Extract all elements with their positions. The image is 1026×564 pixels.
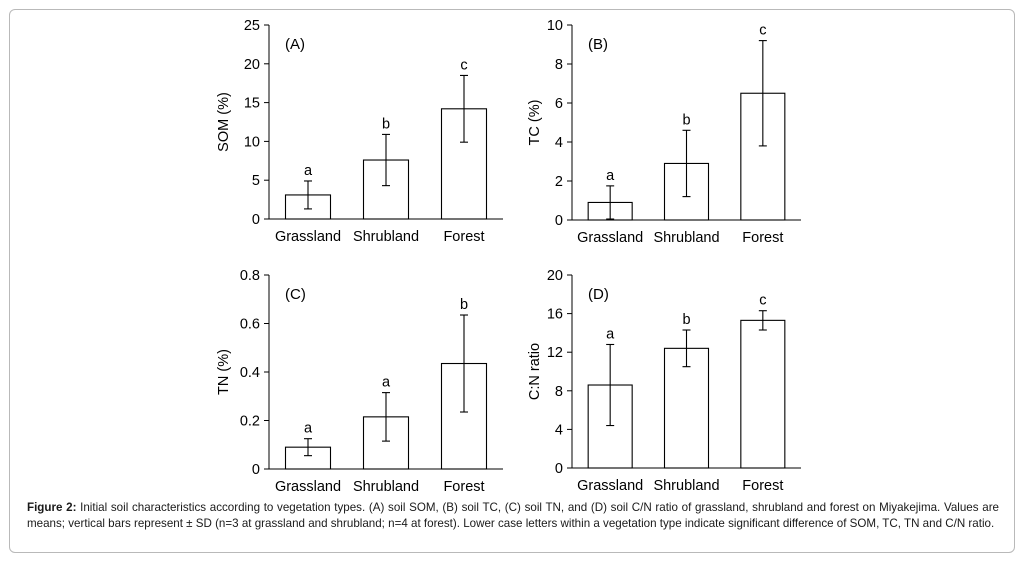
panel-d-significance-letter: a (606, 326, 615, 342)
panel-d-y-axis-title: C:N ratio (527, 343, 543, 400)
panel-c-y-axis-title: TN (%) (216, 349, 232, 395)
panel-a-panel-label: (A) (285, 36, 305, 53)
panel-a-x-tick-label: Forest (443, 229, 484, 245)
panel-b-y-axis-title: TC (%) (527, 100, 543, 146)
panel-a-y-axis-title: SOM (%) (216, 92, 232, 152)
panel-b-significance-letter: c (759, 23, 766, 39)
panel-a-y-tick-label: 20 (244, 57, 260, 73)
panel-d-x-tick-label: Forest (742, 478, 783, 494)
panel-c-significance-letter: b (460, 297, 468, 313)
figure-caption: Figure 2: Initial soil characteristics a… (27, 500, 999, 531)
panel-c-x-tick-label: Grassland (275, 479, 341, 495)
panel-b-significance-letter: a (606, 168, 615, 184)
panel-b-x-tick-label: Shrubland (653, 230, 719, 246)
panel-c-panel-label: (C) (285, 286, 306, 303)
panel-d-y-tick-label: 12 (547, 345, 563, 361)
panel-b-x-tick-label: Forest (742, 230, 783, 246)
caption-label: Figure 2: (27, 501, 77, 514)
panel-d-y-tick-label: 16 (547, 307, 563, 323)
panel-d-y-tick-label: 20 (547, 268, 563, 284)
panel-a-x-tick-label: Grassland (275, 229, 341, 245)
panel-d-y-tick-label: 8 (555, 384, 563, 400)
panel-d-bar (663, 347, 710, 469)
panel-a-y-tick-label: 0 (252, 212, 260, 228)
panel-d-y-tick-label: 4 (555, 422, 563, 438)
panel-c-y-tick-label: 0.2 (240, 414, 260, 430)
panel-d-significance-letter: b (682, 312, 690, 328)
panel-a-x-tick-label: Shrubland (353, 229, 419, 245)
panel-d-x-tick-label: Shrubland (653, 478, 719, 494)
panel-c-significance-letter: a (304, 421, 313, 437)
panel-a-y-tick-label: 5 (252, 173, 260, 189)
panel-d-significance-letter: c (759, 293, 766, 309)
panel-b-x-tick-label: Grassland (577, 230, 643, 246)
panel-c-y-tick-label: 0.6 (240, 317, 260, 333)
panel-b-panel-label: (B) (588, 36, 608, 53)
panel-d-panel-label: (D) (588, 286, 609, 303)
panel-c-x-tick-label: Shrubland (353, 479, 419, 495)
panel-d-bar (587, 384, 633, 469)
panel-c-significance-letter: a (382, 375, 391, 391)
panel-b-y-tick-label: 6 (555, 96, 563, 112)
panel-d-y-tick-label: 0 (555, 461, 563, 477)
panel-c-y-tick-label: 0.4 (240, 365, 260, 381)
panel-a-y-tick-label: 25 (244, 18, 260, 34)
panel-a-significance-letter: a (304, 163, 313, 179)
panel-a-y-tick-label: 10 (244, 134, 260, 150)
panel-a-significance-letter: c (460, 57, 467, 73)
panel-b-significance-letter: b (682, 112, 690, 128)
panel-c-y-tick-label: 0 (252, 462, 260, 478)
caption-text: Initial soil characteristics according t… (27, 501, 999, 530)
panel-c-x-tick-label: Forest (443, 479, 484, 495)
panel-b-y-tick-label: 0 (555, 213, 563, 229)
panel-b-y-tick-label: 10 (547, 18, 563, 34)
panel-a-significance-letter: b (382, 116, 390, 132)
panel-d-x-tick-label: Grassland (577, 478, 643, 494)
panel-c-y-tick-label: 0.8 (240, 268, 260, 284)
panel-b-y-tick-label: 8 (555, 57, 563, 73)
figure-frame (9, 9, 1015, 553)
panel-a-y-tick-label: 15 (244, 96, 260, 112)
panel-b-y-tick-label: 4 (555, 135, 563, 151)
panel-b-y-tick-label: 2 (555, 174, 563, 190)
panel-d-bar (740, 319, 786, 469)
